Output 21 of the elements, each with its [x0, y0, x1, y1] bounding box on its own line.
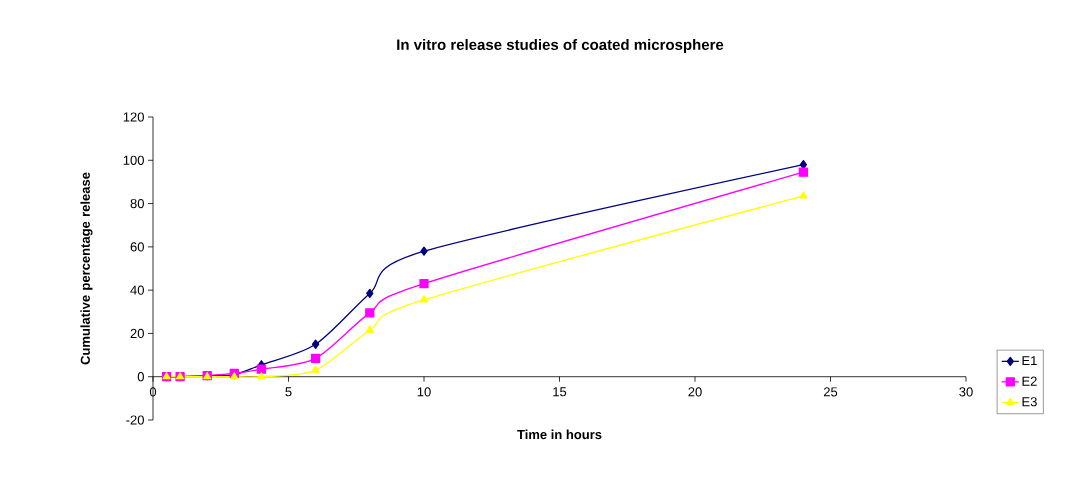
y-axis-title: Cumulative percentage release — [80, 172, 93, 365]
y-tick-label: -20 — [126, 415, 144, 425]
x-tick-label: 20 — [688, 387, 702, 397]
legend-label: E1 — [1022, 356, 1037, 366]
legend-label: E2 — [1022, 376, 1037, 386]
y-tick-label: 120 — [123, 112, 144, 122]
chart-title: In vitro release studies of coated microsphere — [397, 39, 724, 53]
x-tick-label: 15 — [553, 387, 567, 397]
y-tick-label: 40 — [130, 285, 144, 295]
y-tick-label: 0 — [137, 372, 144, 382]
y-tick-label: 60 — [130, 242, 144, 252]
x-tick-label: 0 — [149, 387, 157, 397]
x-axis-title: Time in hours — [517, 429, 602, 440]
y-tick-label: 100 — [123, 155, 144, 165]
y-tick-label: 20 — [130, 328, 144, 339]
legend-label: E3 — [1022, 397, 1037, 407]
x-tick-label: 25 — [823, 387, 838, 397]
y-tick-label: 80 — [130, 198, 144, 209]
x-tick-label: 5 — [285, 387, 292, 397]
x-tick-label: 30 — [959, 387, 973, 397]
x-tick-label: 10 — [417, 387, 431, 397]
